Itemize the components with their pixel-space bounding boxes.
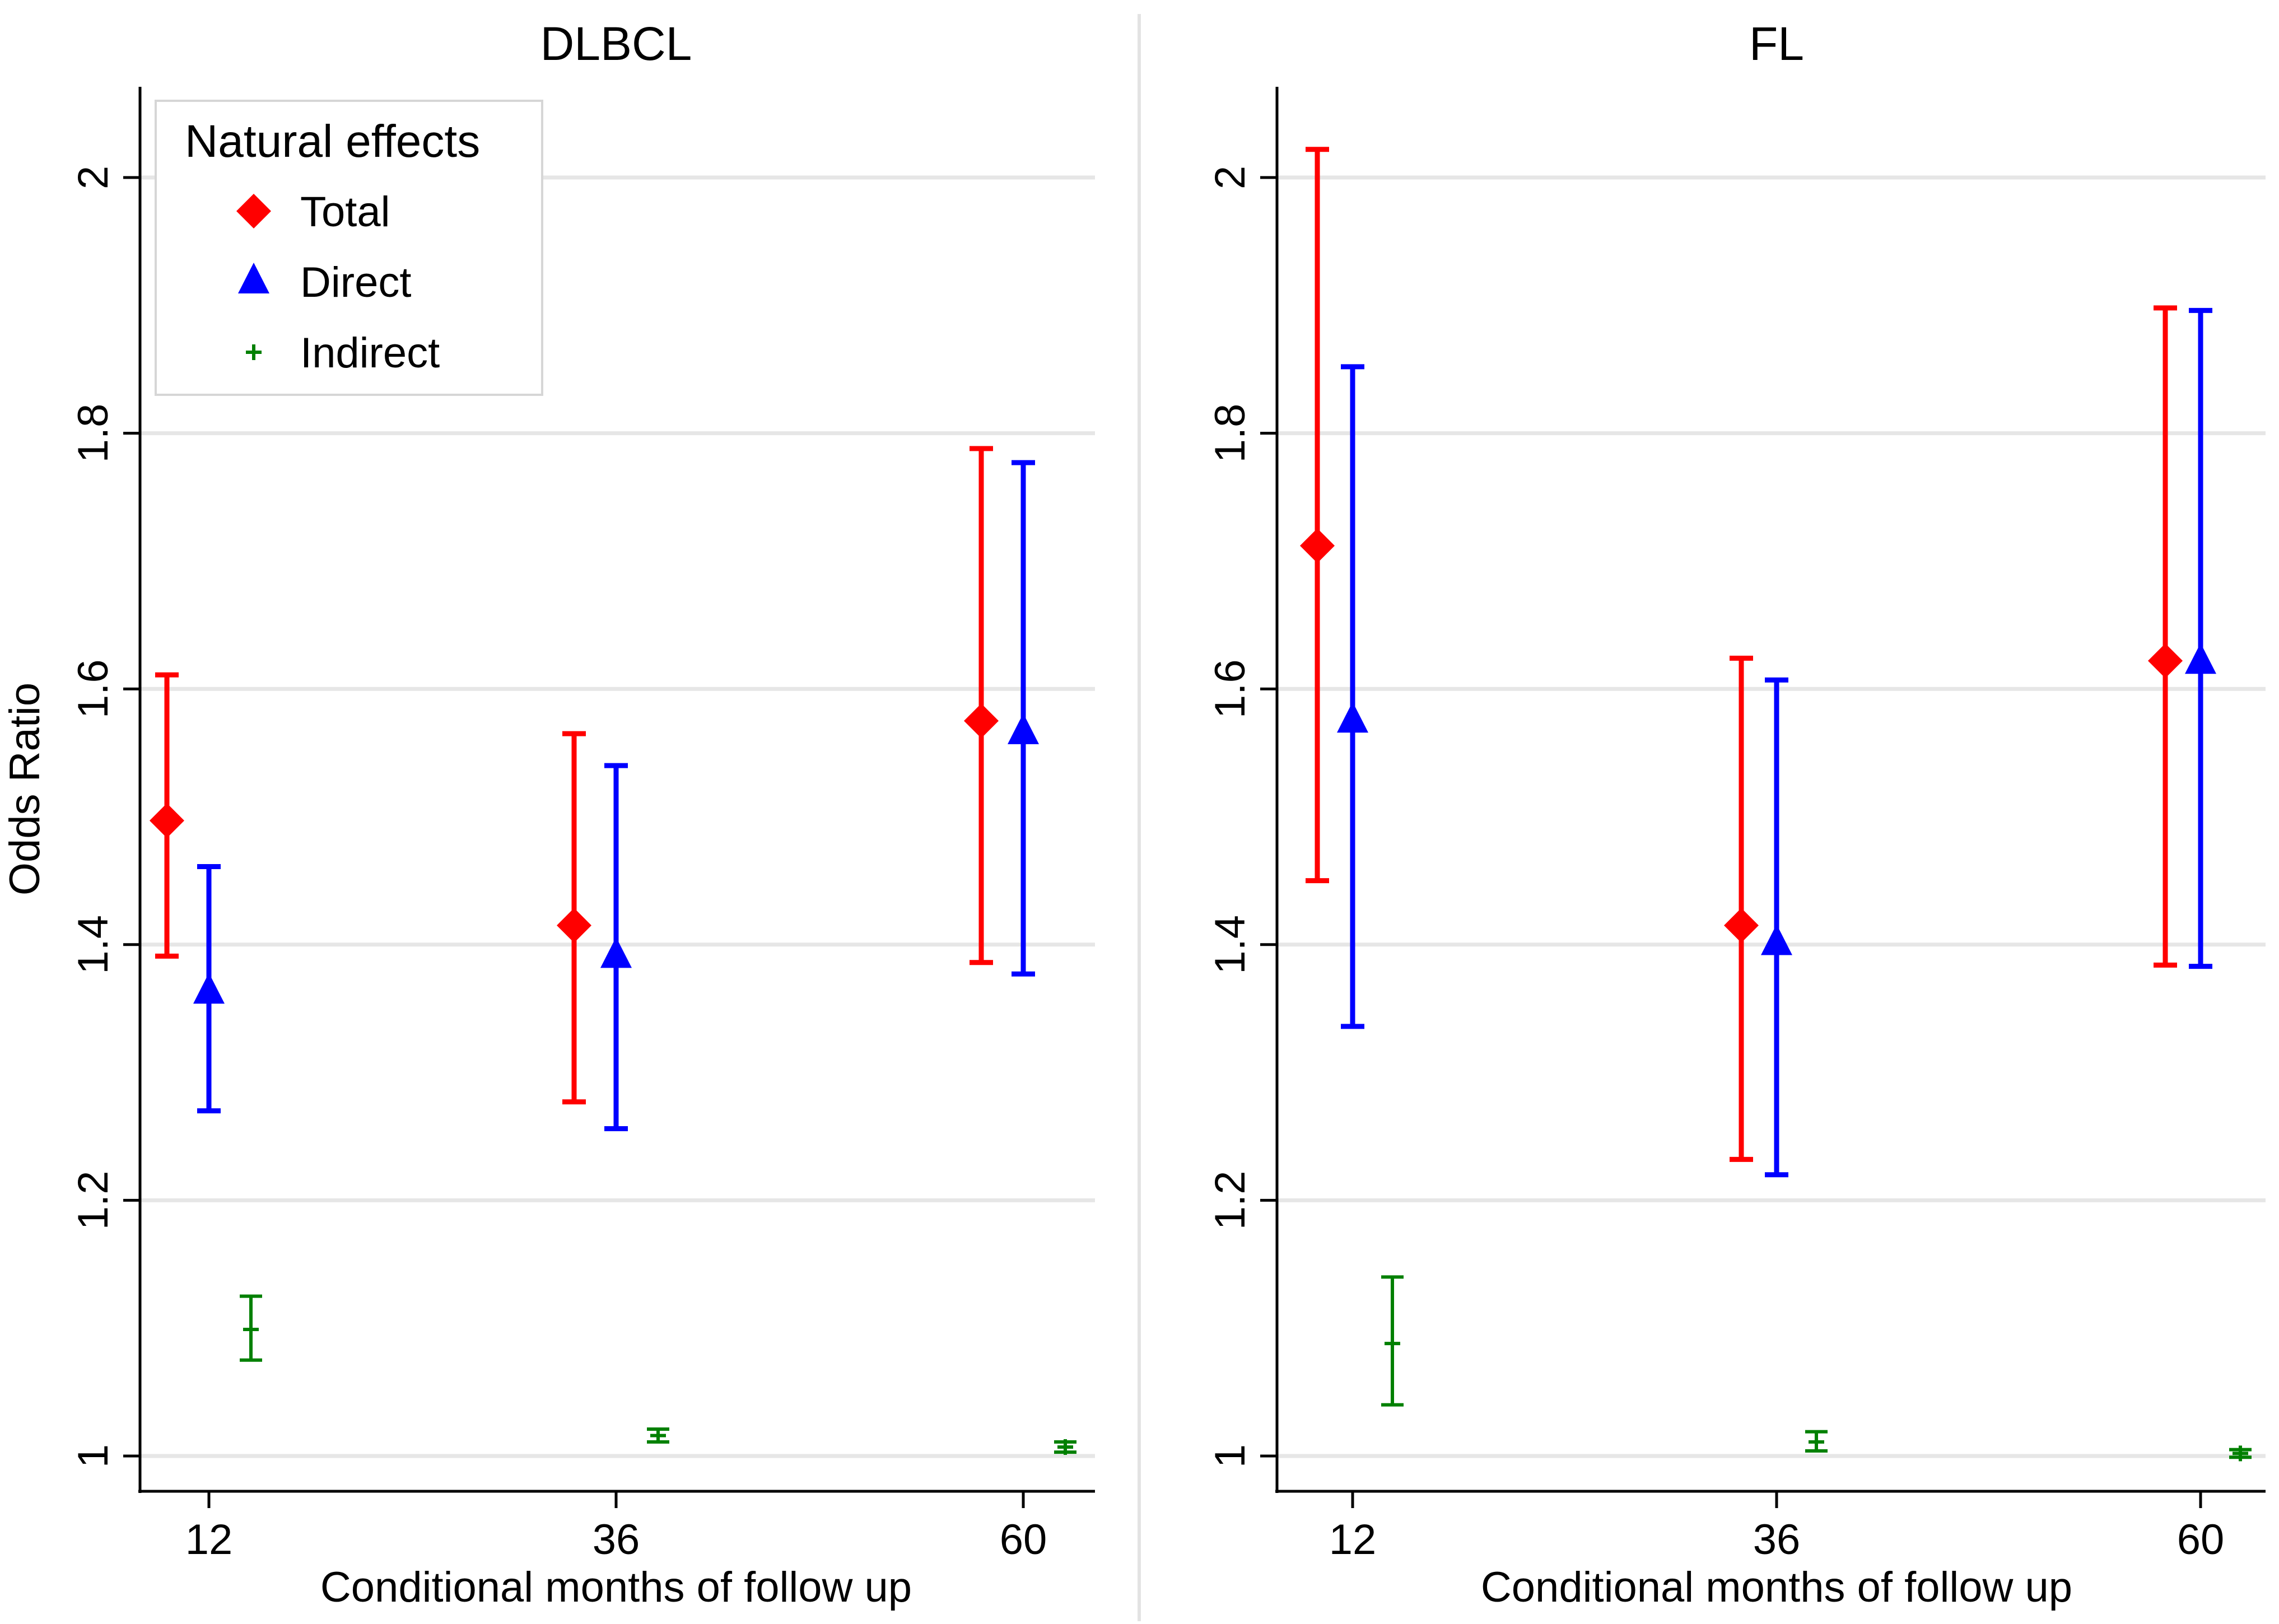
legend-total-marker xyxy=(236,194,271,228)
direct-point xyxy=(2185,643,2216,674)
y-tick-label: 1.6 xyxy=(1206,659,1254,718)
total-point xyxy=(964,703,999,739)
total-point xyxy=(2148,643,2183,678)
x-tick-label: 36 xyxy=(1753,1516,1801,1564)
indirect-point xyxy=(1385,1336,1400,1352)
legend-direct-label: Direct xyxy=(300,259,411,306)
indirect-point xyxy=(650,1427,666,1444)
y-tick-label: 1.4 xyxy=(69,915,117,974)
x-axis-label: Conditional months of follow up xyxy=(320,1564,912,1611)
total-point xyxy=(1724,908,1759,943)
legend-total-label: Total xyxy=(300,188,390,236)
fl-panel: 1 1.2 1.4 1.6 1.8 2 12 36 60 FL Conditional months… xyxy=(1206,17,2266,1611)
y-tick-label: 1.2 xyxy=(1206,1171,1254,1230)
y-tick-label: 1.8 xyxy=(1206,404,1254,463)
direct-point xyxy=(1761,924,1792,955)
y-tick-label: 1.8 xyxy=(69,404,117,463)
direct-point xyxy=(1337,702,1368,733)
legend-direct-marker xyxy=(238,263,269,293)
y-tick-label: 1.2 xyxy=(69,1171,117,1230)
panel-title: FL xyxy=(1749,17,1804,70)
x-tick-label: 12 xyxy=(185,1516,233,1564)
indirect-point xyxy=(1057,1439,1073,1455)
y-tick-label: 1.6 xyxy=(69,659,117,718)
x-tick-label: 60 xyxy=(2177,1516,2225,1564)
direct-point xyxy=(193,973,225,1004)
direct-point xyxy=(600,937,632,968)
legend-box xyxy=(155,100,543,396)
legend-indirect-marker xyxy=(246,344,262,360)
indirect-point xyxy=(1809,1434,1824,1450)
y-tick-label: 1 xyxy=(69,1444,117,1468)
y-tick-label: 1.4 xyxy=(1206,915,1254,974)
panel-title: DLBCL xyxy=(540,17,692,70)
x-tick-label: 60 xyxy=(1000,1516,1047,1564)
legend-indirect-label: Indirect xyxy=(300,329,440,377)
x-axis-label: Conditional months of follow up xyxy=(1481,1564,2072,1611)
x-tick-label: 12 xyxy=(1329,1516,1377,1564)
legend-title: Natural effects xyxy=(185,116,480,167)
total-point xyxy=(150,803,184,838)
y-tick-label: 2 xyxy=(1206,166,1254,189)
x-tick-label: 36 xyxy=(593,1516,640,1564)
legend: Natural effects Total Direct Indirect xyxy=(155,100,543,396)
indirect-point xyxy=(2233,1445,2248,1462)
total-point xyxy=(557,908,591,943)
y-axis-label: Odds Ratio xyxy=(1,683,49,895)
dlbcl-panel: 1 1.2 1.4 1.6 1.8 2 12 36 60 DLBCL Conditional mon… xyxy=(1,17,1095,1611)
direct-point xyxy=(1008,713,1039,744)
indirect-point xyxy=(243,1321,259,1337)
y-tick-label: 1 xyxy=(1206,1444,1254,1468)
total-point xyxy=(1300,528,1335,563)
y-tick-label: 2 xyxy=(69,166,117,189)
